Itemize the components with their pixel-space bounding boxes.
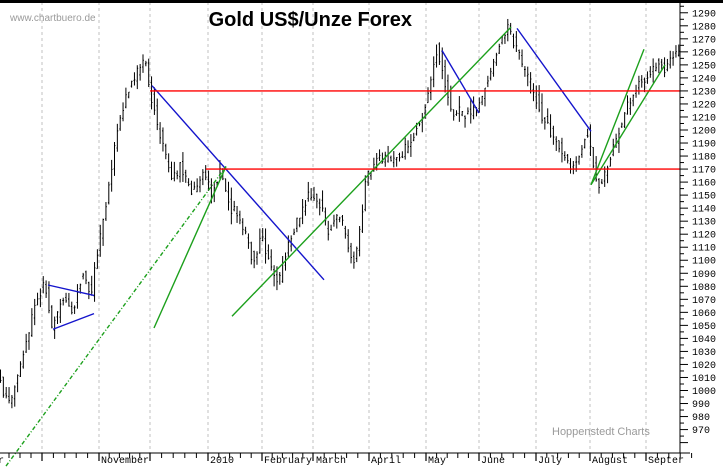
svg-text:1170: 1170 (692, 166, 716, 177)
svg-text:July: July (538, 455, 562, 467)
svg-text:April: April (371, 455, 401, 467)
svg-text:1080: 1080 (692, 283, 716, 294)
svg-text:980: 980 (692, 413, 710, 424)
svg-text:1030: 1030 (692, 348, 716, 359)
svg-text:1270: 1270 (692, 35, 716, 46)
svg-text:970: 970 (692, 426, 710, 437)
svg-text:1150: 1150 (692, 192, 716, 203)
svg-text:November: November (101, 455, 149, 467)
svg-text:1280: 1280 (692, 22, 716, 33)
svg-text:1100: 1100 (692, 257, 716, 268)
svg-text:1070: 1070 (692, 296, 716, 307)
svg-text:1140: 1140 (692, 205, 716, 216)
svg-text:1130: 1130 (692, 218, 716, 229)
svg-text:Septer: Septer (648, 456, 684, 467)
svg-text:Gold US$/Unze Forex: Gold US$/Unze Forex (209, 9, 412, 31)
svg-text:1010: 1010 (692, 374, 716, 385)
svg-text:ptember: ptember (0, 455, 4, 467)
svg-text:www.chartbuero.de: www.chartbuero.de (9, 13, 96, 24)
svg-text:1250: 1250 (692, 61, 716, 72)
svg-text:1230: 1230 (692, 87, 716, 98)
svg-text:1020: 1020 (692, 361, 716, 372)
svg-text:1040: 1040 (692, 335, 716, 346)
svg-text:1290: 1290 (692, 9, 716, 20)
svg-text:1110: 1110 (692, 244, 716, 255)
svg-text:August: August (592, 456, 628, 467)
svg-text:1180: 1180 (692, 153, 716, 164)
svg-text:May: May (428, 456, 446, 467)
svg-text:2010: 2010 (210, 456, 234, 467)
svg-text:1050: 1050 (692, 322, 716, 333)
svg-text:1000: 1000 (692, 387, 716, 398)
svg-text:1240: 1240 (692, 74, 716, 85)
svg-text:March: March (316, 455, 346, 467)
svg-text:1160: 1160 (692, 179, 716, 190)
svg-text:1190: 1190 (692, 140, 716, 151)
svg-text:1120: 1120 (692, 231, 716, 242)
svg-text:1260: 1260 (692, 48, 716, 59)
svg-text:1060: 1060 (692, 309, 716, 320)
svg-text:990: 990 (692, 400, 710, 411)
svg-text:1090: 1090 (692, 270, 716, 281)
svg-text:February: February (264, 455, 312, 467)
svg-text:Hoppenstedt Charts: Hoppenstedt Charts (552, 426, 650, 438)
svg-text:June: June (481, 456, 505, 467)
svg-text:1220: 1220 (692, 100, 716, 111)
svg-text:1210: 1210 (692, 113, 716, 124)
svg-text:1200: 1200 (692, 126, 716, 137)
